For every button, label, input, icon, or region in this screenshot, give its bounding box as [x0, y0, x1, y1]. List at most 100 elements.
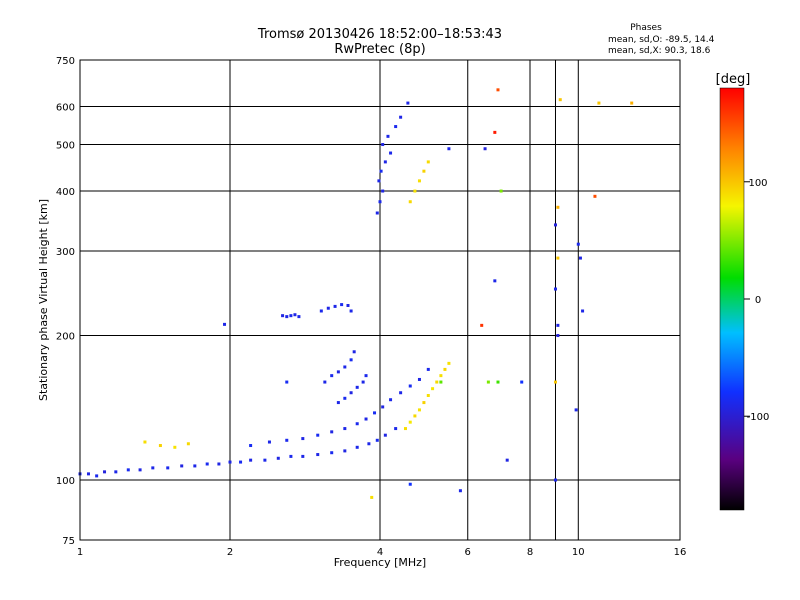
data-point — [553, 287, 557, 291]
data-point — [630, 101, 634, 105]
data-point — [346, 303, 350, 307]
data-point — [205, 462, 209, 466]
data-point — [413, 189, 417, 193]
x-tick-label: 8 — [527, 547, 533, 558]
data-point — [367, 442, 371, 446]
data-point — [166, 466, 170, 470]
data-point — [343, 365, 347, 369]
data-point — [408, 482, 412, 486]
data-point — [151, 466, 155, 470]
data-point — [375, 438, 379, 442]
data-point — [223, 322, 227, 326]
data-point — [499, 189, 503, 193]
data-point — [370, 495, 374, 499]
data-point — [553, 223, 557, 227]
data-point — [333, 304, 337, 308]
data-point — [381, 189, 385, 193]
data-point — [581, 309, 585, 313]
x-tick-label: 10 — [572, 547, 585, 558]
data-point — [480, 323, 484, 327]
data-point — [138, 468, 142, 472]
data-point — [343, 396, 347, 400]
data-point — [355, 422, 359, 426]
data-point — [417, 408, 421, 412]
data-point — [447, 361, 451, 365]
colorbar-tick-label: -100 — [747, 412, 770, 423]
colorbar-ticks: 100 0 -100 — [744, 178, 769, 423]
data-point — [447, 147, 451, 151]
data-point — [330, 430, 334, 434]
y-tick-label: 400 — [56, 187, 75, 198]
data-point — [330, 374, 334, 378]
colorbar-tick-label: 0 — [755, 295, 761, 306]
data-point — [399, 391, 403, 395]
plot-frame — [79, 59, 681, 541]
x-axis-ticks: 1 2 4 6 8 10 16 — [77, 547, 687, 558]
data-point — [285, 380, 289, 384]
chart-title: Tromsø 20130426 18:52:00–18:53:43 — [257, 27, 502, 42]
data-point — [439, 374, 443, 378]
data-point — [493, 279, 497, 283]
data-point — [417, 377, 421, 381]
data-point — [355, 445, 359, 449]
data-point — [193, 464, 197, 468]
data-point — [505, 458, 509, 462]
data-point — [289, 454, 293, 458]
phases-heading: Phases — [630, 23, 662, 33]
y-tick-label: 75 — [62, 536, 75, 547]
data-point — [399, 115, 403, 119]
x-axis-label: Frequency [MHz] — [334, 556, 426, 569]
data-point — [373, 411, 377, 415]
data-point — [408, 200, 412, 204]
data-point — [349, 309, 353, 313]
data-point — [520, 380, 524, 384]
data-point — [289, 314, 293, 318]
data-point — [336, 370, 340, 374]
data-point — [556, 256, 560, 260]
data-point — [217, 462, 221, 466]
y-tick-label: 200 — [56, 332, 75, 343]
phases-o-stats: mean, sd,O: -89.5, 14.4 — [608, 35, 715, 45]
data-point — [143, 440, 147, 444]
data-point — [285, 438, 289, 442]
data-point — [553, 380, 557, 384]
data-point — [86, 472, 90, 476]
data-point — [276, 456, 280, 460]
x-tick-label: 6 — [465, 547, 471, 558]
data-point — [426, 160, 430, 164]
data-point — [285, 315, 289, 319]
data-point — [349, 391, 353, 395]
data-point — [349, 358, 353, 362]
colorbar-label: [deg] — [716, 72, 751, 87]
data-point — [355, 385, 359, 389]
data-point — [556, 205, 560, 209]
data-point — [435, 380, 439, 384]
data-points — [78, 88, 634, 499]
x-tick-label: 1 — [77, 547, 83, 558]
data-point — [375, 211, 379, 215]
data-point — [377, 179, 381, 183]
data-point — [394, 125, 398, 129]
data-point — [576, 242, 580, 246]
data-point — [379, 169, 383, 173]
y-tick-label: 750 — [56, 56, 75, 67]
data-point — [553, 478, 557, 482]
data-point — [158, 444, 162, 448]
data-point — [443, 367, 447, 371]
data-point — [340, 303, 344, 307]
data-point — [408, 420, 412, 424]
data-point — [458, 489, 462, 493]
x-tick-label: 16 — [674, 547, 687, 558]
data-point — [597, 101, 601, 105]
data-point — [126, 468, 130, 472]
data-point — [383, 433, 387, 437]
data-point — [364, 374, 368, 378]
data-point — [249, 458, 253, 462]
data-point — [493, 130, 497, 134]
data-point — [293, 313, 297, 317]
y-tick-label: 500 — [56, 141, 75, 152]
data-point — [496, 380, 500, 384]
data-point — [267, 440, 271, 444]
data-point — [574, 408, 578, 412]
data-point — [316, 433, 320, 437]
